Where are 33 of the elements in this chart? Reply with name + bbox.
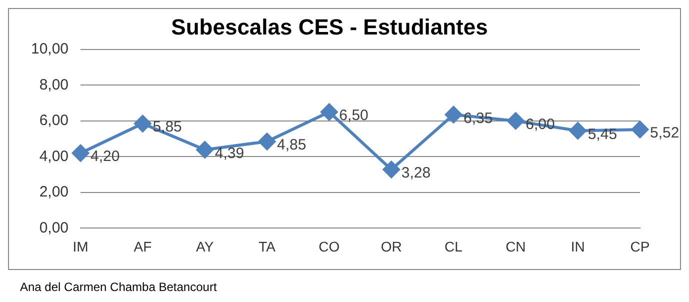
point <box>445 106 462 124</box>
point <box>320 103 338 120</box>
data-label: 6,50 <box>339 107 368 124</box>
x-tick-label: IN <box>570 238 585 254</box>
y-tick-label: 10,00 <box>30 40 69 58</box>
point <box>72 144 90 162</box>
x-tick-label: TA <box>258 238 276 254</box>
point <box>258 132 276 150</box>
point <box>134 115 152 132</box>
x-tick-label: IM <box>72 238 88 254</box>
text: Ana del Carmen Chamba Betancourt <box>20 280 217 294</box>
point <box>569 122 586 140</box>
data-label: 3,28 <box>401 164 431 182</box>
data-label: 5,85 <box>152 118 182 136</box>
y-tick-label: 2,00 <box>39 184 69 201</box>
point <box>632 121 648 138</box>
chart-title: Subescalas CES - Estudiantes <box>171 14 488 40</box>
data-label: 5,52 <box>650 124 680 142</box>
point <box>507 112 524 130</box>
y-tick-label: 4,00 <box>39 148 69 165</box>
x-tick-label: CP <box>630 238 650 254</box>
data-label: 4,85 <box>277 136 306 154</box>
x-tick-label: OR <box>380 238 402 254</box>
point <box>196 141 214 158</box>
y-tick-label: 0,00 <box>39 219 69 236</box>
x-tick-label: CN <box>506 238 526 254</box>
x-tick-label: AF <box>134 238 152 254</box>
y-tick-label: 8,00 <box>39 76 69 94</box>
y-tick-label: 6,00 <box>39 112 69 130</box>
x-tick-label: CO <box>318 238 340 254</box>
x-tick-label: AY <box>196 238 214 254</box>
point <box>382 161 400 178</box>
x-tick-label: CL <box>444 238 463 254</box>
